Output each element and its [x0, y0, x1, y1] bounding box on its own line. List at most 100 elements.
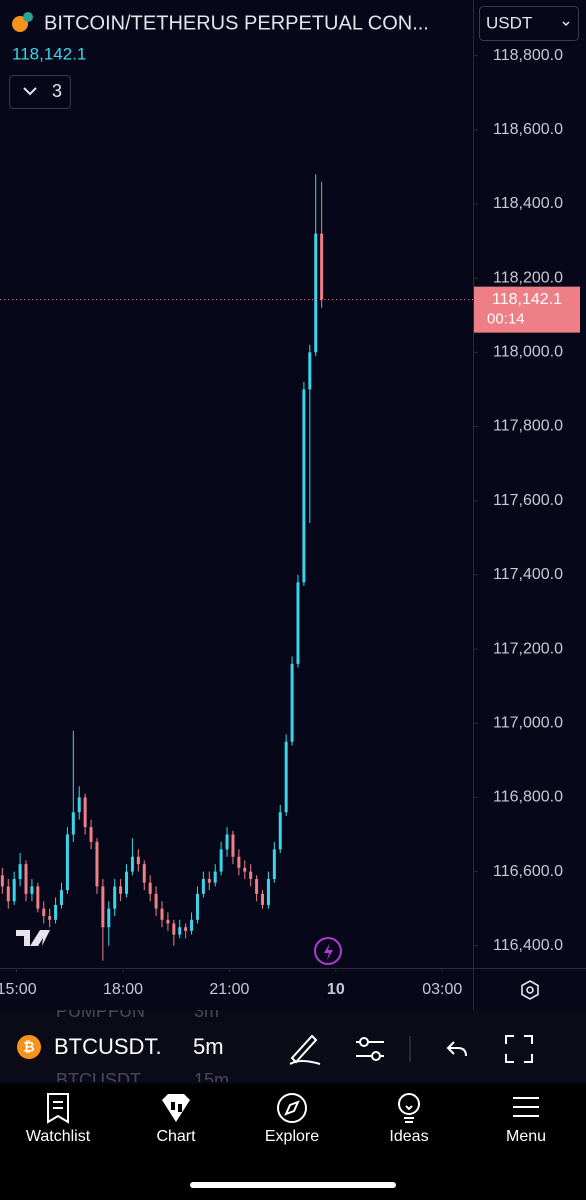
- x-tick-label: 18:00: [103, 981, 143, 998]
- candle-body: [184, 927, 188, 931]
- indicator-button[interactable]: [9, 75, 71, 109]
- candle-body: [219, 849, 223, 872]
- y-tick-label: 118,600.0: [493, 121, 563, 138]
- x-tick-label: 03:00: [422, 981, 462, 998]
- indicators-tool[interactable]: [356, 1037, 384, 1061]
- candle-body: [166, 919, 170, 924]
- y-tick-label: 118,400.0: [493, 195, 563, 212]
- candle-body: [255, 878, 259, 894]
- candle-body: [48, 916, 52, 920]
- nav-label: Chart: [156, 1128, 196, 1145]
- x-tick-label: 21:00: [209, 981, 249, 998]
- y-tick-label: 118,000.0: [493, 344, 563, 361]
- y-tick-label: 116,400.0: [493, 937, 563, 954]
- tools: [289, 1034, 533, 1065]
- nav-label: Watchlist: [25, 1128, 91, 1145]
- candle-body: [18, 864, 22, 879]
- candle-body: [172, 923, 176, 935]
- settings-icon[interactable]: [521, 980, 539, 1000]
- y-tick-label: 116,600.0: [493, 863, 563, 880]
- candle-body: [119, 886, 123, 894]
- candle-body: [207, 878, 211, 883]
- toolbar: PUMPFUN 3m BTCUSDT 15m ₿ BTCUSDT. 5m: [0, 1010, 586, 1082]
- draw-tool[interactable]: [289, 1034, 321, 1065]
- candle-body: [213, 871, 217, 883]
- candle-body: [130, 856, 134, 872]
- candle-body: [30, 886, 34, 894]
- currency: USDT: [486, 13, 532, 32]
- y-tick-label: 117,000.0: [493, 714, 563, 731]
- lightning-icon: [324, 943, 333, 960]
- interval[interactable]: 5m: [193, 1034, 224, 1059]
- candle-body: [54, 904, 58, 920]
- candle-body: [42, 908, 46, 917]
- nav-item[interactable]: Explore: [242, 1084, 342, 1146]
- price-tag-value: 118,142.1: [492, 291, 562, 308]
- candle-body: [12, 878, 16, 902]
- candles: [0, 174, 324, 961]
- ghost-symbol: BTCUSDT: [56, 1070, 141, 1082]
- candle-body: [178, 927, 182, 935]
- candle-body: [89, 827, 93, 842]
- nav-item[interactable]: Chart: [126, 1084, 226, 1146]
- coin-icon: ₿: [17, 1035, 41, 1059]
- candle-body: [231, 834, 235, 857]
- nav-item[interactable]: Ideas: [359, 1084, 459, 1146]
- candle-body: [266, 878, 270, 905]
- fullscreen-tool[interactable]: [505, 1035, 533, 1063]
- y-tick-label: 118,800.0: [493, 47, 563, 64]
- chart: BITCOIN/TETHERUS PERPETUAL CON... 118,14…: [0, 0, 586, 1010]
- y-tick-label: 116,800.0: [493, 789, 563, 806]
- y-tick-label: 117,400.0: [493, 566, 563, 583]
- candle-body: [278, 812, 282, 850]
- chevron: [562, 21, 570, 27]
- candle-body: [71, 812, 75, 835]
- nav-label: Ideas: [389, 1128, 429, 1145]
- nav-item[interactable]: Watchlist: [8, 1084, 108, 1146]
- candle-body: [160, 908, 164, 920]
- price-tag: [474, 286, 580, 333]
- nav-label: Menu: [505, 1128, 547, 1145]
- y-tick-label: 117,200.0: [493, 640, 563, 657]
- candle-body: [195, 893, 199, 920]
- candle-body: [308, 352, 312, 390]
- indicator-count: 3: [52, 81, 62, 101]
- candle-body: [101, 886, 105, 928]
- ghost-interval: 15m: [194, 1070, 230, 1082]
- symbol-title: BITCOIN/TETHERUS PERPETUAL CON...: [44, 12, 429, 34]
- symbol[interactable]: BTCUSDT.: [54, 1034, 162, 1059]
- currency-dropdown[interactable]: [479, 6, 579, 41]
- nav-item[interactable]: Menu: [476, 1084, 576, 1146]
- candle-body: [261, 893, 265, 905]
- candle-body: [201, 878, 205, 894]
- legend-price: 118,142.1: [12, 44, 86, 63]
- candle-body: [125, 871, 129, 894]
- chart-bg: [0, 0, 586, 1010]
- candle-body: [284, 741, 288, 813]
- y-tick-label: 118,200.0: [493, 269, 563, 286]
- candle-body: [243, 867, 247, 872]
- candle-body: [302, 389, 306, 583]
- candle-body: [83, 797, 87, 828]
- candle-body: [190, 919, 194, 931]
- candle-body: [314, 233, 318, 353]
- candle-body: [272, 849, 276, 879]
- candle-body: [154, 893, 158, 909]
- candle-body: [6, 886, 10, 902]
- bottom-nav: Watchlist Chart Explore Ideas Menu: [0, 1084, 586, 1200]
- y-tick-label: 117,800.0: [493, 418, 563, 435]
- home-indicator: [190, 1182, 396, 1188]
- candle-body: [237, 856, 241, 868]
- candle-body: [225, 834, 229, 850]
- undo-tool[interactable]: [446, 1041, 467, 1057]
- lightning-button[interactable]: [314, 937, 342, 965]
- candle-body: [95, 841, 99, 887]
- candle-body: [249, 871, 253, 879]
- candle-body: [65, 834, 69, 891]
- candle-body: [320, 233, 324, 300]
- candle-body: [24, 864, 28, 894]
- candle-body: [113, 886, 117, 909]
- svg-text:₿: ₿: [23, 1039, 34, 1055]
- candle-body: [136, 856, 140, 865]
